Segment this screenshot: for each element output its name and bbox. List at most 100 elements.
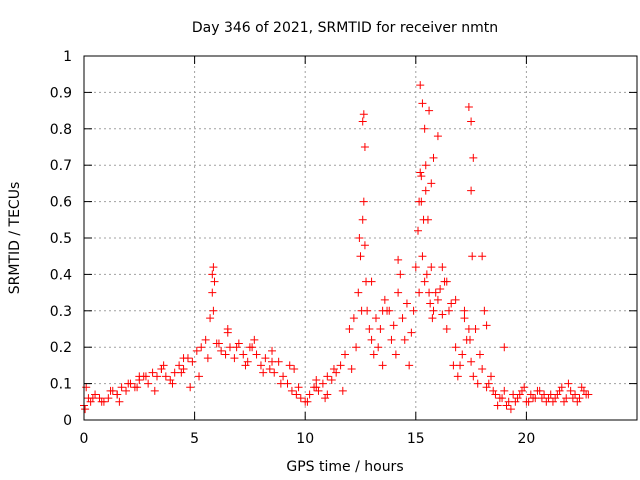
data-point bbox=[360, 241, 369, 250]
data-point bbox=[542, 397, 551, 406]
data-point bbox=[369, 350, 378, 359]
data-point bbox=[161, 372, 170, 381]
data-point bbox=[416, 81, 425, 90]
data-point bbox=[422, 270, 431, 279]
data-point bbox=[400, 335, 409, 344]
data-point bbox=[312, 375, 321, 384]
data-point bbox=[462, 335, 471, 344]
data-point bbox=[117, 383, 126, 392]
data-point bbox=[360, 143, 369, 151]
data-point bbox=[338, 386, 347, 395]
data-point bbox=[314, 386, 323, 395]
data-point bbox=[493, 401, 502, 410]
data-point bbox=[564, 379, 573, 388]
data-point bbox=[511, 397, 520, 406]
data-point bbox=[357, 306, 366, 315]
data-point bbox=[203, 354, 212, 363]
data-point bbox=[421, 186, 430, 195]
data-point bbox=[358, 215, 367, 224]
data-point bbox=[359, 197, 368, 206]
data-point bbox=[464, 102, 473, 111]
data-point bbox=[318, 379, 327, 388]
data-point bbox=[175, 361, 184, 370]
data-point bbox=[471, 325, 480, 333]
data-point bbox=[469, 372, 478, 381]
data-point bbox=[520, 383, 529, 392]
data-point bbox=[557, 383, 566, 392]
data-point bbox=[327, 375, 336, 384]
x-tick-label: 10 bbox=[296, 431, 314, 447]
y-tick-label: 0.3 bbox=[50, 304, 72, 320]
data-point bbox=[427, 179, 436, 188]
data-point bbox=[376, 325, 385, 333]
data-point bbox=[209, 306, 218, 315]
x-tick-label: 5 bbox=[190, 431, 199, 447]
y-tick-label: 0.9 bbox=[50, 85, 72, 101]
data-point bbox=[296, 394, 305, 403]
data-point bbox=[152, 372, 161, 381]
data-point bbox=[186, 383, 195, 392]
data-point bbox=[380, 295, 389, 304]
data-point bbox=[250, 335, 259, 344]
data-point bbox=[438, 310, 447, 319]
data-point bbox=[81, 405, 90, 414]
data-point bbox=[415, 197, 424, 206]
data-point bbox=[345, 325, 354, 333]
data-point bbox=[97, 397, 106, 406]
data-point bbox=[447, 299, 456, 308]
data-point bbox=[166, 375, 175, 384]
data-point bbox=[420, 277, 429, 286]
chart-title: Day 346 of 2021, SRMTID for receiver nmt… bbox=[192, 20, 498, 36]
data-point bbox=[573, 397, 582, 406]
data-point bbox=[396, 270, 405, 279]
data-point bbox=[478, 252, 487, 261]
x-tick-label: 0 bbox=[80, 431, 89, 447]
data-point bbox=[124, 379, 133, 388]
data-point bbox=[394, 288, 403, 297]
data-point bbox=[451, 295, 460, 304]
data-point bbox=[268, 357, 277, 366]
data-point bbox=[421, 161, 430, 170]
data-point bbox=[82, 383, 91, 392]
data-point bbox=[256, 361, 265, 370]
data-point bbox=[411, 263, 420, 272]
data-point bbox=[292, 390, 301, 399]
data-point bbox=[179, 365, 188, 374]
data-point bbox=[371, 314, 380, 323]
data-point bbox=[91, 390, 100, 399]
data-point bbox=[438, 263, 447, 272]
data-point bbox=[566, 386, 575, 395]
data-point bbox=[429, 306, 438, 315]
data-point bbox=[453, 372, 462, 381]
data-point bbox=[423, 215, 432, 224]
data-point bbox=[241, 361, 250, 370]
data-point bbox=[305, 390, 314, 399]
data-point bbox=[157, 365, 166, 374]
data-point bbox=[303, 397, 312, 406]
data-point bbox=[427, 263, 436, 272]
y-tick-label: 0.6 bbox=[50, 195, 72, 211]
data-point bbox=[323, 372, 332, 381]
data-point bbox=[555, 386, 564, 395]
data-point bbox=[332, 368, 341, 377]
data-point bbox=[460, 306, 469, 315]
data-point bbox=[113, 390, 122, 399]
data-point bbox=[287, 386, 296, 395]
data-point bbox=[469, 153, 478, 162]
data-point bbox=[359, 110, 368, 119]
data-point bbox=[579, 386, 588, 395]
data-point bbox=[467, 357, 476, 366]
data-point bbox=[378, 361, 387, 370]
data-point bbox=[177, 368, 186, 377]
data-point bbox=[239, 350, 248, 359]
data-point bbox=[480, 306, 489, 315]
data-point bbox=[290, 365, 299, 374]
data-point bbox=[568, 394, 577, 403]
data-point bbox=[230, 354, 239, 363]
data-point bbox=[106, 386, 115, 395]
data-point bbox=[197, 343, 206, 352]
data-point bbox=[135, 372, 144, 381]
data-point bbox=[414, 226, 423, 235]
data-point bbox=[551, 394, 560, 403]
